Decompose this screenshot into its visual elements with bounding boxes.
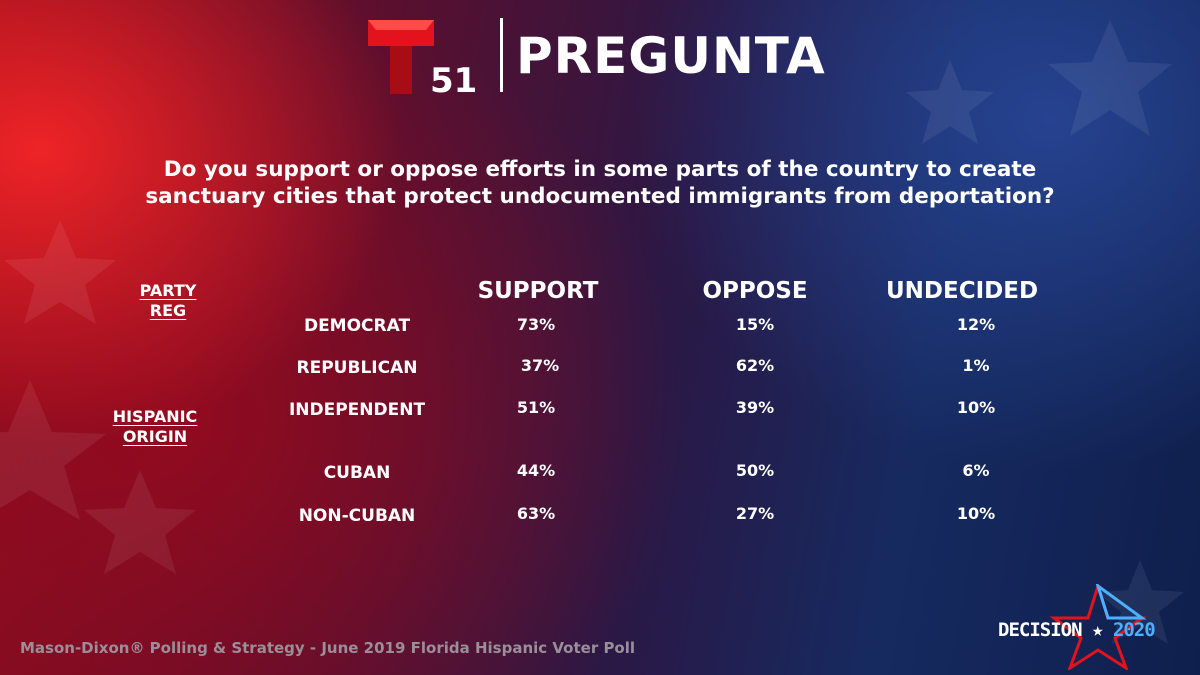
category-hispanic-line1: HISPANIC [112, 407, 198, 426]
decision-word: DECISION [998, 619, 1083, 641]
cell-independent-oppose: 39% [735, 398, 775, 417]
cell-democrat-oppose: 15% [735, 315, 775, 334]
cell-cuban-support: 44% [516, 461, 556, 480]
cell-democrat-support: 73% [516, 315, 556, 334]
cell-republican-undecided: 1% [962, 356, 990, 375]
row-label-non-cuban: NON-CUBAN [298, 506, 416, 526]
decision-star-outline-icon [1049, 584, 1147, 670]
decision-year: 2020 [1112, 619, 1156, 641]
question-line-1: Do you support or oppose efforts in some… [163, 157, 1037, 182]
cell-democrat-undecided: 12% [956, 315, 996, 334]
decision-2020-logo: DECISION ★ 2020 [998, 584, 1170, 670]
cell-republican-oppose: 62% [735, 356, 775, 375]
column-header-support: SUPPORT [477, 278, 599, 304]
column-header-undecided: UNDECIDED [885, 278, 1039, 304]
row-label-democrat: DEMOCRAT [303, 316, 411, 336]
category-party-line1: PARTY [139, 281, 197, 300]
question-text: Do you support or oppose efforts in some… [60, 156, 1140, 210]
row-label-republican: REPUBLICAN [296, 358, 418, 378]
question-line-2: sanctuary cities that protect undocument… [145, 184, 1055, 209]
logo-number: 51 [430, 61, 477, 94]
decision-star-icon: ★ [1091, 619, 1103, 641]
row-label-independent: INDEPENDENT [288, 400, 426, 420]
category-hispanic-origin: HISPANIC ORIGIN [100, 407, 210, 447]
category-party-line2: REG [149, 301, 187, 320]
row-label-cuban: CUBAN [323, 463, 391, 483]
category-hispanic-line2: ORIGIN [122, 427, 188, 446]
cell-independent-undecided: 10% [956, 398, 996, 417]
source-footnote: Mason-Dixon® Polling & Strategy - June 2… [20, 639, 636, 657]
column-header-oppose: OPPOSE [702, 278, 808, 304]
logo-divider [500, 18, 503, 92]
cell-independent-support: 51% [516, 398, 556, 417]
cell-republican-support: 37% [520, 356, 560, 375]
category-party-reg: PARTY REG [120, 281, 216, 321]
cell-non-cuban-support: 63% [516, 504, 556, 523]
cell-cuban-undecided: 6% [962, 461, 990, 480]
cell-non-cuban-undecided: 10% [956, 504, 996, 523]
page-title: PREGUNTA [516, 27, 826, 85]
telemundo-51-logo: 51 [368, 20, 477, 94]
decision-2020-text: DECISION ★ 2020 [998, 618, 1170, 642]
cell-non-cuban-oppose: 27% [735, 504, 775, 523]
cell-cuban-oppose: 50% [735, 461, 775, 480]
